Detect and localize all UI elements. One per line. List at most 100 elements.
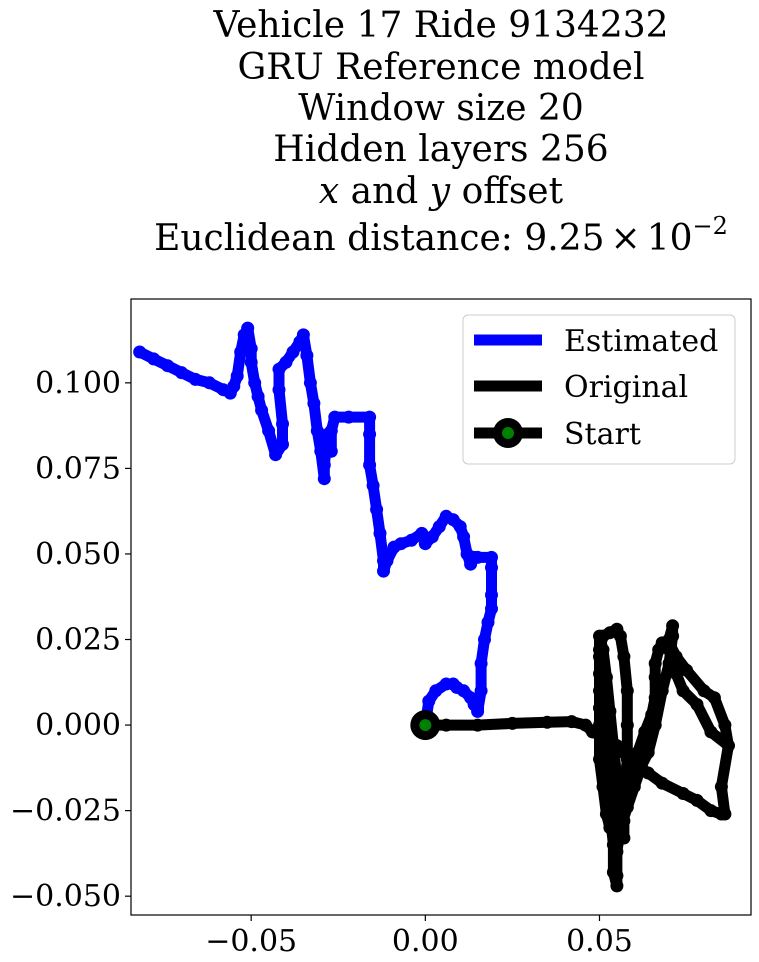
y-tick-label-5: −0.025 xyxy=(10,794,121,829)
estimated-point-36 xyxy=(377,554,390,568)
estimated-point-63 xyxy=(269,448,283,462)
title-line-6: Euclidean distance: 9.25 × 10−2 xyxy=(154,212,728,259)
original-point-52 xyxy=(613,629,627,643)
estimated-point-57 xyxy=(286,345,300,359)
estimated-point-81 xyxy=(147,352,161,366)
estimated-point-71 xyxy=(237,328,251,342)
original-point-75 xyxy=(610,831,624,845)
original-point-34 xyxy=(634,759,648,773)
legend-estimated-label: Estimated xyxy=(564,324,718,359)
estimated-point-46 xyxy=(324,444,338,458)
title-and-text: and xyxy=(339,171,430,212)
estimated-point-73 xyxy=(230,369,244,383)
y-tick-label-1: 0.075 xyxy=(35,451,121,486)
original-point-69 xyxy=(593,718,606,732)
estimated-point-13 xyxy=(478,633,491,646)
original-point-88 xyxy=(669,650,683,664)
title-distance-times: × xyxy=(611,218,641,259)
y-tick-label-3: 0.025 xyxy=(35,623,121,658)
estimated-point-62 xyxy=(276,437,289,451)
original-point-54 xyxy=(620,684,634,698)
estimated-point-42 xyxy=(363,410,377,424)
original-point-2 xyxy=(471,718,485,732)
original-point-78 xyxy=(627,769,641,783)
estimated-point-10 xyxy=(471,704,485,718)
title-distance-mantissa: 9.25 xyxy=(524,218,604,259)
original-point-20 xyxy=(714,780,728,794)
estimated-point-61 xyxy=(276,417,289,431)
estimated-point-76 xyxy=(216,383,230,397)
original-point-82 xyxy=(648,691,662,705)
estimated-point-31 xyxy=(404,533,418,547)
title-y-variable: y xyxy=(428,171,451,212)
original-point-77 xyxy=(620,793,634,807)
y-tick-label-0: 0.100 xyxy=(35,366,121,401)
estimated-point-38 xyxy=(370,503,384,516)
estimated-point-16 xyxy=(485,588,498,602)
original-point-70 xyxy=(593,752,606,766)
estimated-point-35 xyxy=(377,564,390,578)
original-point-32 xyxy=(648,718,662,732)
original-point-62 xyxy=(606,739,620,753)
estimated-point-59 xyxy=(272,362,286,376)
estimated-point-66 xyxy=(251,390,265,403)
original-point-16 xyxy=(690,793,704,807)
estimated-point-78 xyxy=(188,372,202,386)
estimated-point-11 xyxy=(474,684,488,698)
estimated-point-30 xyxy=(415,526,429,540)
y-tick-label-6: −0.050 xyxy=(10,879,121,914)
x-tick-label-2: 0.05 xyxy=(566,924,633,959)
title-x-variable: x xyxy=(319,171,339,212)
original-point-17 xyxy=(704,804,718,818)
estimated-point-23 xyxy=(457,530,471,544)
estimated-point-22 xyxy=(460,547,474,561)
original-point-44 xyxy=(599,769,613,783)
estimated-point-41 xyxy=(363,427,377,441)
series-layer xyxy=(133,321,735,893)
estimated-point-33 xyxy=(387,540,401,554)
original-point-24 xyxy=(676,684,690,698)
series-estimated-markers xyxy=(133,321,498,732)
original-point-56 xyxy=(620,752,634,766)
estimated-point-80 xyxy=(161,359,175,373)
title-line-2: GRU Reference model xyxy=(238,47,645,88)
title-distance-base: 10 xyxy=(647,218,693,259)
original-point-46 xyxy=(593,701,606,715)
estimated-point-64 xyxy=(262,424,276,438)
legend-start-marker-inner xyxy=(502,427,514,439)
title-distance-exponent: −2 xyxy=(693,212,728,240)
original-point-93 xyxy=(721,739,735,753)
estimated-point-43 xyxy=(342,410,356,424)
x-tick-label-0: −0.05 xyxy=(205,924,297,959)
estimated-point-52 xyxy=(307,396,321,410)
legend-start-label: Start xyxy=(564,417,641,452)
legend-original-label: Original xyxy=(564,370,688,405)
original-point-92 xyxy=(718,718,732,732)
chart-title: Vehicle 17 Ride 9134232 GRU Reference mo… xyxy=(154,5,728,259)
y-tick-label-4: 0.000 xyxy=(35,708,121,743)
estimated-point-27 xyxy=(432,520,446,534)
x-axis-ticks: −0.05 0.00 0.05 xyxy=(205,915,633,959)
original-point-84 xyxy=(648,657,662,670)
original-point-72 xyxy=(599,807,613,821)
title-distance-prefix: Euclidean distance: xyxy=(154,218,524,259)
original-point-64 xyxy=(599,670,613,684)
title-offset-suffix: offset xyxy=(450,171,563,212)
estimated-point-29 xyxy=(418,537,432,551)
original-point-68 xyxy=(593,684,606,698)
estimated-point-48 xyxy=(317,458,331,472)
estimated-point-53 xyxy=(303,376,317,390)
estimated-point-60 xyxy=(272,383,286,397)
estimated-point-56 xyxy=(293,335,307,349)
original-point-15 xyxy=(676,787,690,800)
estimated-point-40 xyxy=(363,458,377,472)
original-point-81 xyxy=(645,708,659,722)
original-point-14 xyxy=(655,776,669,790)
estimated-point-50 xyxy=(314,444,328,458)
original-point-35 xyxy=(627,780,641,794)
original-point-22 xyxy=(704,725,718,739)
original-point-19 xyxy=(718,807,732,821)
original-point-79 xyxy=(631,745,645,759)
estimated-point-2 xyxy=(429,684,443,698)
